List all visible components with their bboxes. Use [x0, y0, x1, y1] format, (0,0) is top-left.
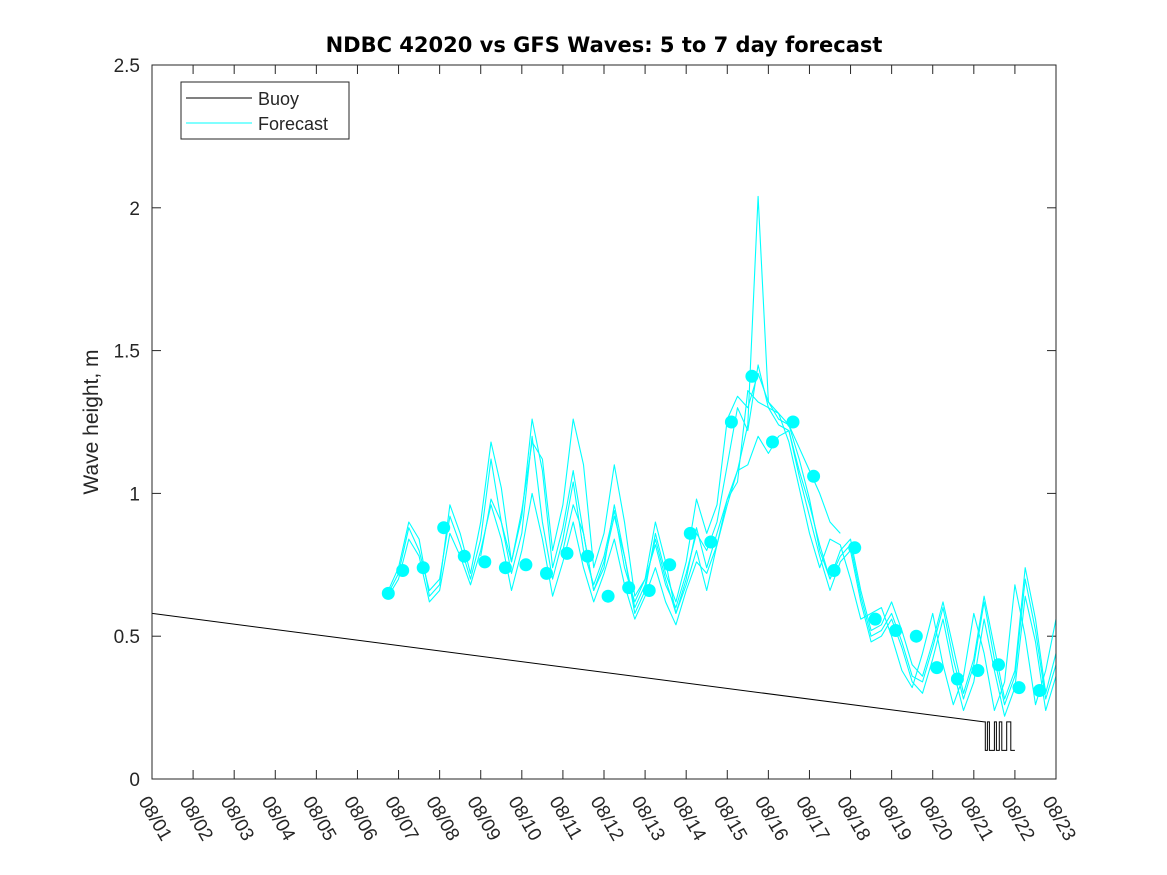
forecast-marker — [601, 589, 615, 603]
y-tick-label: 1.5 — [114, 342, 140, 363]
legend: Buoy Forecast — [180, 81, 350, 140]
forecast-marker — [889, 624, 903, 637]
forecast-marker — [683, 526, 697, 540]
axis-ticks — [151, 64, 1057, 780]
data-layer — [152, 195, 1056, 751]
forecast-marker — [848, 541, 862, 555]
forecast-marker — [868, 612, 882, 626]
y-tick-labels: 0 0.5 1 1.5 2 2.5 — [114, 56, 140, 791]
y-tick-label: 2.5 — [114, 56, 140, 77]
legend-box — [180, 81, 350, 140]
forecast-marker — [950, 672, 964, 686]
chart-title: NDBC 42020 vs GFS Waves: 5 to 7 day fore… — [326, 33, 883, 57]
buoy-line — [152, 612, 1015, 751]
forecast-marker — [1012, 681, 1026, 695]
forecast-marker — [457, 549, 471, 563]
y-tick-label: 1 — [129, 484, 140, 505]
legend-forecast-label: Forecast — [258, 114, 328, 134]
forecast-marker — [416, 561, 430, 575]
y-tick-label: 2 — [129, 199, 140, 220]
forecast-marker — [396, 564, 410, 577]
forecast-marker — [519, 558, 533, 572]
forecast-marker — [381, 586, 395, 600]
forecast-marker — [807, 469, 821, 483]
forecast-marker — [437, 521, 451, 535]
forecast-marker — [663, 558, 677, 572]
forecast-marker — [704, 535, 718, 549]
forecast-marker — [724, 415, 738, 429]
forecast-line-4 — [480, 390, 1056, 712]
forecast-marker — [786, 415, 800, 429]
y-tick-label: 0 — [129, 770, 140, 791]
forecast-marker — [930, 661, 944, 675]
forecast-marker — [642, 584, 656, 597]
forecast-line-3 — [387, 430, 1056, 717]
axes-box — [151, 64, 1057, 780]
forecast-marker — [498, 561, 512, 575]
forecast-line-5 — [562, 195, 841, 614]
forecast-line-2 — [387, 372, 1056, 700]
forecast-marker — [827, 564, 841, 577]
forecast-marker — [1033, 684, 1047, 697]
forecast-marker — [766, 435, 779, 449]
forecast-marker — [992, 658, 1005, 672]
forecast-marker — [581, 549, 595, 563]
forecast-line-1 — [387, 364, 1056, 706]
forecast-marker — [745, 369, 759, 383]
forecast-marker — [622, 581, 636, 595]
forecast-marker — [971, 664, 985, 677]
forecast-marker — [478, 555, 492, 569]
forecast-marker — [560, 546, 574, 560]
y-tick-label: 0.5 — [114, 627, 140, 648]
y-axis-label: Wave height, m — [80, 349, 103, 494]
forecast-marker — [909, 629, 923, 643]
legend-buoy-label: Buoy — [258, 89, 299, 109]
forecast-marker — [540, 566, 553, 580]
